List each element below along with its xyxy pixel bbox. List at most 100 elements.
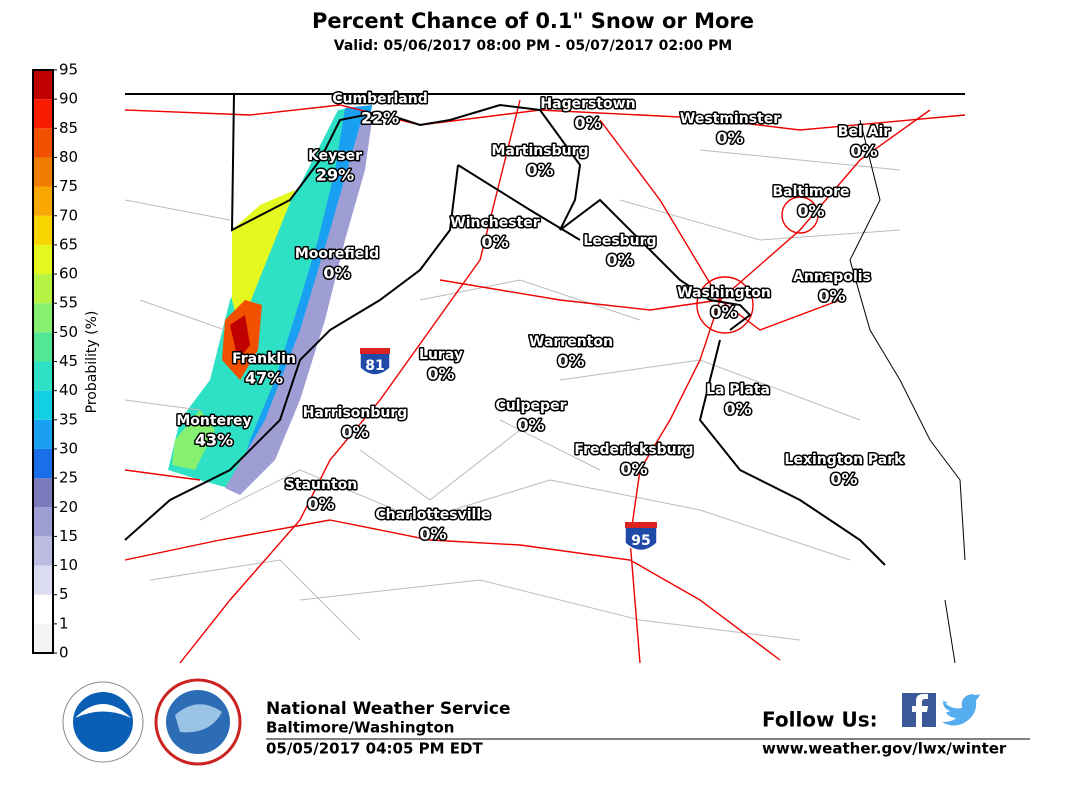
city-name: Staunton <box>285 477 357 493</box>
colorbar-segment <box>33 70 53 100</box>
colorbar-segment <box>33 594 53 624</box>
city-probability: 0% <box>526 161 553 180</box>
map: 81 95 Cumberland 22% Hagerstown 0% Westminst… <box>124 75 966 664</box>
city-name: Baltimore <box>772 184 849 200</box>
city-name: Bel Air <box>838 124 890 140</box>
city-name: Washington <box>677 285 771 301</box>
follow: Follow Us: <box>762 708 878 732</box>
snow-area <box>235 105 372 490</box>
tick-label: 10 <box>59 556 78 574</box>
city-name: Martinsburg <box>492 143 589 159</box>
colorbar-segment <box>33 361 53 391</box>
tick-label: 50 <box>59 323 78 341</box>
facebook-icon[interactable] <box>902 693 936 727</box>
city-name: Culpeper <box>496 398 567 414</box>
colorbar-segment <box>33 99 53 129</box>
nws-logo <box>154 678 242 766</box>
city-probability: 0% <box>341 423 368 442</box>
interstate-shield: 81 <box>359 348 391 376</box>
twitter-icon[interactable] <box>942 694 980 726</box>
state-borders <box>124 93 965 566</box>
colorbar-segment <box>33 623 53 653</box>
city-probability: 0% <box>830 470 857 489</box>
noaa-logo <box>62 681 144 763</box>
highway-label: 95 <box>631 533 650 549</box>
city-name: Winchester <box>450 215 539 231</box>
city-probability: 0% <box>716 129 743 148</box>
tick-label: 15 <box>59 527 78 545</box>
city-probability: 0% <box>797 202 824 221</box>
tick-label: 55 <box>59 294 78 312</box>
tick-label: 1 <box>59 614 69 632</box>
tick-label: 30 <box>59 439 78 457</box>
coastline <box>849 119 966 664</box>
city-probability: 0% <box>323 264 350 283</box>
city-probability: 0% <box>710 303 737 322</box>
city-probability: 0% <box>620 460 647 479</box>
city-name: Leesburg <box>583 233 656 249</box>
snow-area <box>232 190 295 330</box>
tick-label: 35 <box>59 410 78 428</box>
highway-label: 81 <box>365 358 384 374</box>
tick-label: 60 <box>59 265 78 283</box>
city-probability: 0% <box>724 400 751 419</box>
roads <box>124 99 966 664</box>
city-name: Moorefield <box>295 246 379 262</box>
colorbar-segment <box>33 332 53 362</box>
city-name: Lexington Park <box>785 452 905 468</box>
colorbar-segment <box>33 186 53 216</box>
city-probability: 0% <box>481 233 508 252</box>
city-name: Westminster <box>680 111 780 127</box>
url[interactable]: www.weather.gov/lwx/winter <box>762 740 1007 758</box>
city-probability: 0% <box>606 251 633 270</box>
city-name: La Plata <box>706 382 770 398</box>
city-probability: 47% <box>245 369 283 388</box>
city-name: Hagerstown <box>540 96 635 112</box>
snow-area <box>225 120 372 495</box>
subtitle: Valid: 05/06/2017 08:00 PM - 05/07/2017 … <box>334 38 733 54</box>
city-probability: 0% <box>574 114 601 133</box>
issued: 05/05/2017 04:05 PM EDT <box>266 740 483 758</box>
colorbar-segment <box>33 507 53 537</box>
tick-label: 80 <box>59 148 78 166</box>
tick-label: 95 <box>59 61 78 79</box>
tick-label: 0 <box>59 644 69 662</box>
colorbar-segment <box>33 565 53 595</box>
interstate-shield: 95 <box>624 522 658 552</box>
city-name: Fredericksburg <box>574 442 693 458</box>
city-name: Luray <box>419 347 463 363</box>
colorbar-segment <box>33 390 53 420</box>
tick-label: 75 <box>59 177 78 195</box>
city-probability: 0% <box>850 142 877 161</box>
city-name: Cumberland <box>332 91 427 107</box>
colorbar-segment <box>33 274 53 304</box>
city-probability: 43% <box>195 431 233 450</box>
tick-label: 70 <box>59 206 78 224</box>
snow-area <box>230 315 250 360</box>
city-probability: 0% <box>419 525 446 544</box>
city-probability: 0% <box>557 352 584 371</box>
tick-label: 45 <box>59 352 78 370</box>
colorbar-segment <box>33 215 53 245</box>
title: Percent Chance of 0.1" Snow or More <box>312 9 754 33</box>
footer: National Weather Service Baltimore/Washi… <box>62 678 1030 766</box>
city-name: Charlottesville <box>375 507 490 523</box>
city-probability: 22% <box>361 109 399 128</box>
city-name: Warrenton <box>529 334 613 350</box>
city-probability: 0% <box>818 287 845 306</box>
tick-label: 5 <box>59 585 69 603</box>
colorbar-segment <box>33 536 53 566</box>
colorbar-label: Probability (%) <box>84 311 100 414</box>
city-name: Keyser <box>308 148 362 164</box>
snow-area <box>168 105 372 490</box>
office: Baltimore/Washington <box>266 719 454 737</box>
snow-area <box>172 410 215 470</box>
colorbar-segment <box>33 419 53 449</box>
tick-label: 20 <box>59 498 78 516</box>
tick-label: 65 <box>59 235 78 253</box>
city-probability: 0% <box>427 365 454 384</box>
colorbar-segment <box>33 157 53 187</box>
city-name: Annapolis <box>793 269 871 285</box>
city-name: Franklin <box>232 351 296 367</box>
